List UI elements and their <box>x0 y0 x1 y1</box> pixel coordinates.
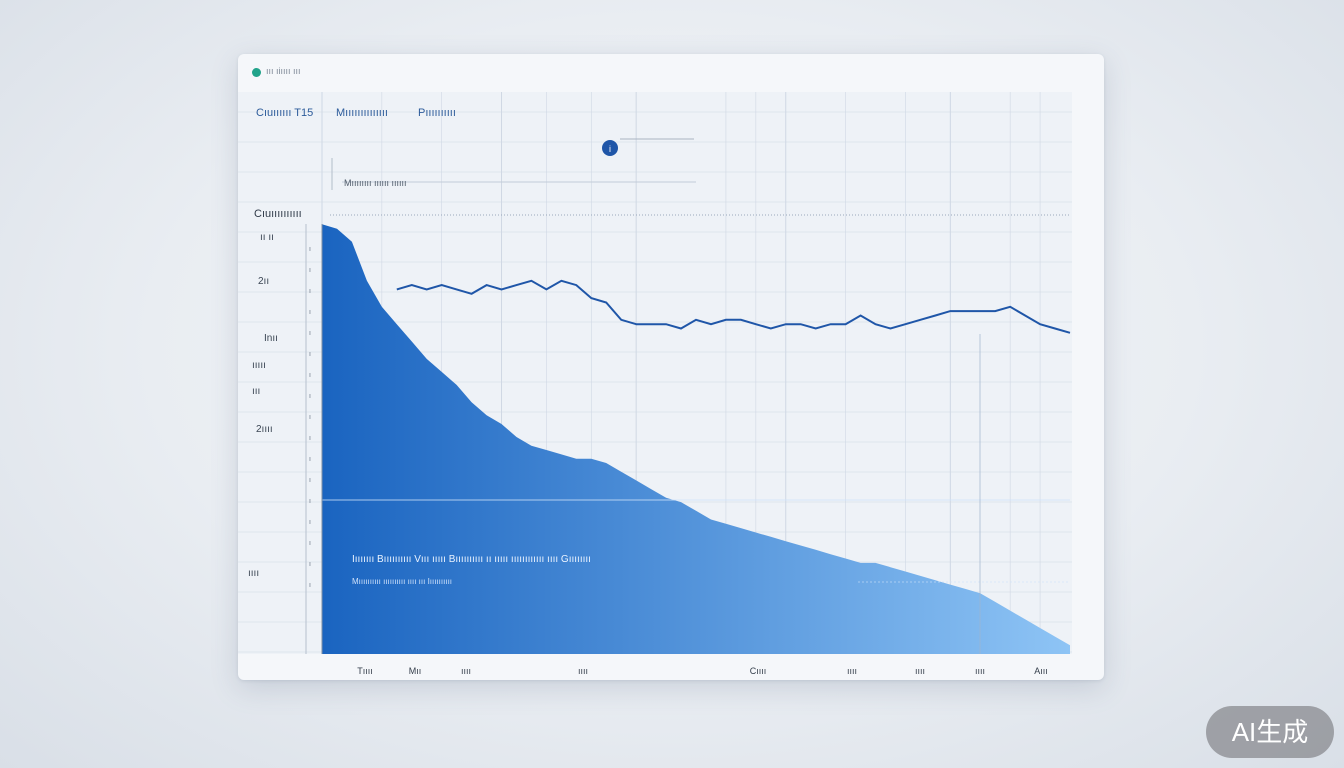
y-label-4: ııııı <box>252 360 266 371</box>
y-tick-label: ı <box>309 267 311 274</box>
y-tick-label: ı <box>309 246 311 253</box>
y-tick-label: ı <box>309 456 311 463</box>
x-label-3: ıııı <box>460 666 472 676</box>
x-label-2: Mıı <box>408 666 422 676</box>
app-status-icon <box>252 68 261 77</box>
y-tick-label: ı <box>309 414 311 421</box>
x-label-7: ıııı <box>914 666 926 676</box>
x-label-5: Cıııı <box>749 666 767 676</box>
legend-item-2[interactable]: Mıııııııııııııı <box>336 107 388 119</box>
y-tick-label: ı <box>309 309 311 316</box>
y-tick-label: ı <box>309 435 311 442</box>
y-tick-label: ı <box>309 582 311 589</box>
y-axis-title: Cıuıııııııııı <box>254 208 302 220</box>
title-bar: ııı ıiıııı ııı <box>238 54 1104 92</box>
window-title: ııı ıiıııı ııı <box>266 66 301 76</box>
y-tick-label: ı <box>309 372 311 379</box>
overlay-title: Iııııııı Bıııııııııı Vııı ııııı Bııııııı… <box>352 554 591 565</box>
y-tick-label: ı <box>309 561 311 568</box>
y-tick-label: ı <box>309 540 311 547</box>
y-tick-label: ı <box>309 393 311 400</box>
y-tick-label: ı <box>309 477 311 484</box>
y-label-1: ıı ıı <box>260 232 274 243</box>
chart-svg: i <box>238 92 1072 655</box>
legend-item-1[interactable]: Cıuıııııı T15 <box>256 107 314 119</box>
y-label-7: ıııı <box>248 568 260 579</box>
y-tick-label: ı <box>309 351 311 358</box>
area-series-mark <box>322 224 1070 655</box>
legend-item-3[interactable]: Pıııııııııı <box>418 107 456 119</box>
y-tick-label: ı <box>309 330 311 337</box>
top-note: Mıııııııı ıııııı ıııııı <box>344 178 407 188</box>
ai-generated-badge: AI生成 <box>1206 706 1334 758</box>
x-label-6: ıııı <box>846 666 858 676</box>
x-label-9: Aııı <box>1034 666 1048 676</box>
x-label-1: Tıııı <box>357 666 373 676</box>
y-label-6: 2ıııı <box>256 424 273 435</box>
line-series-mark <box>396 279 1071 334</box>
x-label-4: ıııı <box>577 666 589 676</box>
info-marker-icon[interactable]: i <box>602 140 618 156</box>
y-tick-label: ı <box>309 288 311 295</box>
y-label-5: ııı <box>252 386 261 397</box>
chart-window: ııı ıiıııı ııı i Cıuıııııı T15 Mıııııııı… <box>238 54 1104 680</box>
y-tick-label: ı <box>309 519 311 526</box>
y-label-2: 2ıı <box>258 276 270 287</box>
svg-text:i: i <box>609 144 611 154</box>
x-label-8: ıııı <box>974 666 986 676</box>
overlay-subtitle: Mıııııııııı ıııııııııı ıııı ııı Iııııııı… <box>352 577 453 586</box>
y-tick-label: ı <box>309 498 311 505</box>
y-label-3: Inıı <box>264 333 278 344</box>
